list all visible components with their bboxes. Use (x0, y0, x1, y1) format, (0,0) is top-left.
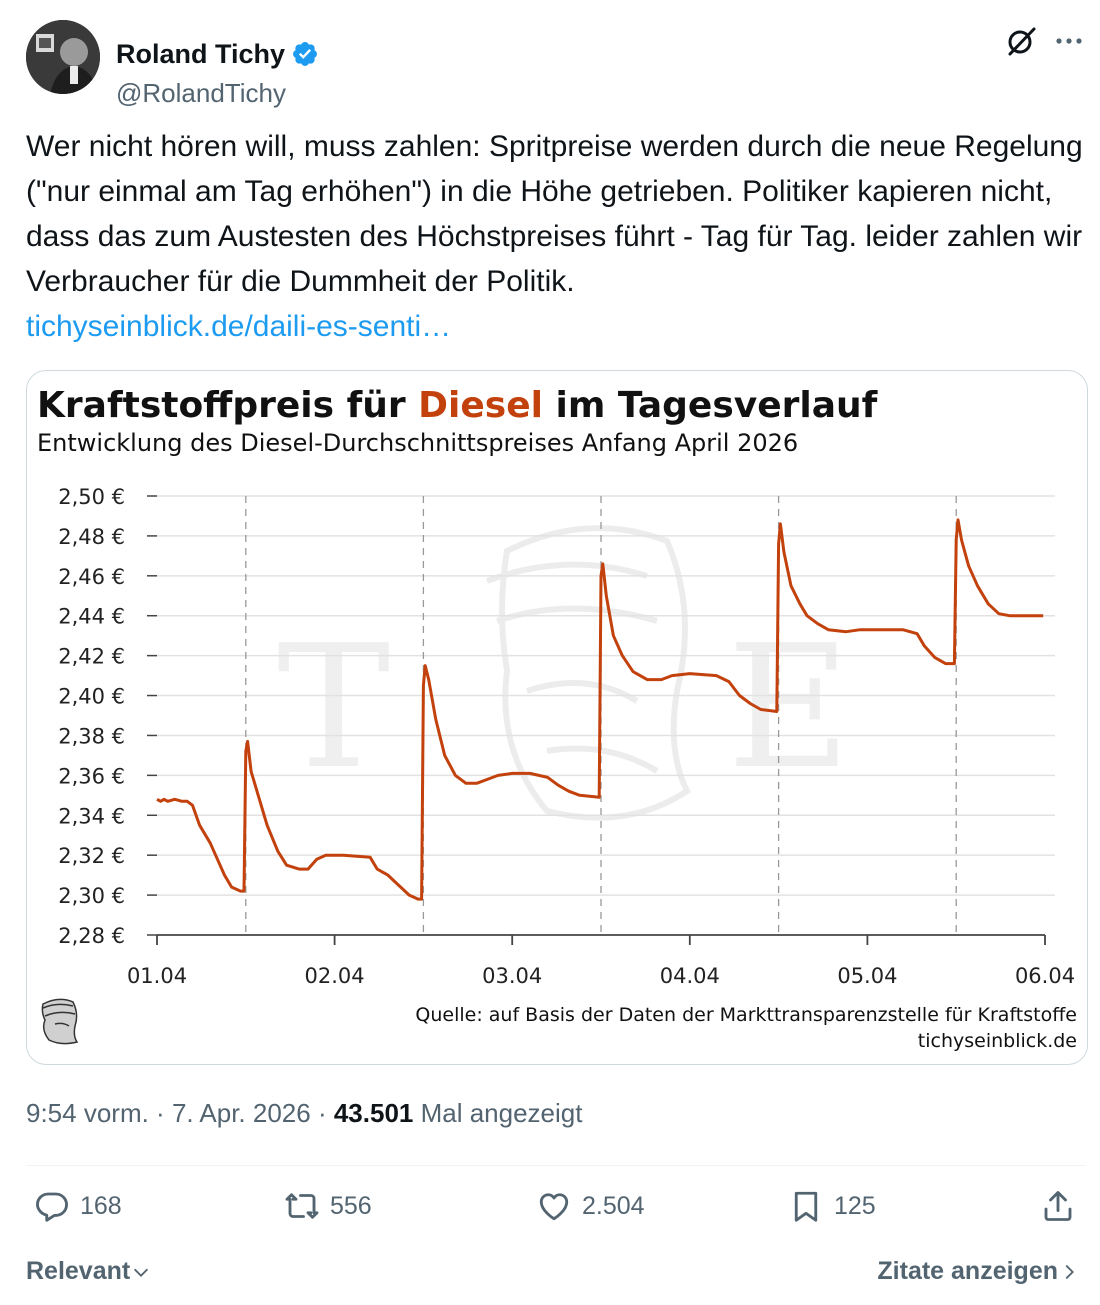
share-icon (1044, 1191, 1072, 1221)
bookmark-button[interactable]: 125 (788, 1188, 876, 1224)
tweet-body: Wer nicht hören will, muss zahlen: Sprit… (26, 130, 1083, 298)
like-count: 2.504 (582, 1191, 645, 1220)
meta-separator: · (148, 1098, 172, 1128)
x-tick-label: 02.04 (305, 964, 365, 988)
tweet-date[interactable]: 7. Apr. 2026 (171, 1098, 311, 1128)
x-tick-label: 01.04 (127, 964, 187, 988)
y-tick-label: 2,44 € (58, 605, 125, 629)
grok-icon[interactable] (1004, 24, 1038, 58)
chart-subtitle: Entwicklung des Diesel-Durchschnittsprei… (37, 429, 798, 457)
repost-icon (285, 1193, 319, 1219)
display-name[interactable]: Roland Tichy (116, 38, 286, 69)
chevron-down-icon (134, 1268, 149, 1277)
repost-button[interactable]: 556 (284, 1188, 372, 1224)
sort-label: Relevant (26, 1257, 131, 1285)
tweet-meta: 9:54 vorm. · 7. Apr. 2026 · 43.501 Mal a… (26, 1100, 582, 1126)
diesel-price-chart: T E Kraftstoffpreis für Diesel im Tagesv… (37, 385, 1077, 1052)
chart-source-domain: tichyseinblick.de (918, 1030, 1077, 1052)
chevron-right-icon (1065, 1264, 1074, 1279)
x-tick-label: 03.04 (482, 964, 542, 988)
action-bar: 168 556 2.504 125 (26, 1188, 1086, 1238)
handle[interactable]: @RolandTichy (116, 78, 286, 108)
share-button[interactable] (1040, 1188, 1076, 1224)
views-label: Mal angezeigt (413, 1098, 583, 1128)
divider (26, 1165, 1086, 1166)
tichyseinblick-logo-icon (37, 996, 81, 1045)
y-tick-label: 2,42 € (58, 645, 125, 669)
x-tick-label: 05.04 (837, 964, 897, 988)
name-row: Roland Tichy (116, 40, 319, 68)
tweet-text: Wer nicht hören will, muss zahlen: Sprit… (26, 124, 1086, 349)
bookmark-count: 125 (834, 1191, 876, 1220)
heart-icon (539, 1193, 569, 1221)
watermark-letter-t: T (277, 609, 390, 807)
sort-replies-dropdown[interactable]: Relevant (26, 1257, 152, 1286)
reply-button[interactable]: 168 (34, 1188, 122, 1224)
chart-grid (157, 495, 1055, 896)
y-tick-label: 2,40 € (58, 685, 125, 709)
tweet-link[interactable]: tichyseinblick.de/daili-es-senti… (26, 310, 452, 343)
y-tick-label: 2,36 € (58, 764, 125, 788)
y-tick-label: 2,50 € (58, 485, 125, 509)
chart-title-highlight: Diesel (418, 385, 543, 426)
chart-title-part-1: Kraftstoffpreis für (37, 385, 418, 426)
tweet-time[interactable]: 9:54 vorm. (26, 1098, 149, 1128)
chart-source: Quelle: auf Basis der Daten der Markttra… (415, 1004, 1077, 1026)
reply-icon (36, 1192, 68, 1222)
view-count: 43.501 (333, 1098, 414, 1128)
y-tick-label: 2,38 € (58, 724, 125, 748)
chart-title: Kraftstoffpreis für Diesel im Tagesverla… (37, 385, 878, 426)
avatar[interactable] (26, 20, 100, 94)
verified-badge-icon (293, 42, 317, 66)
bookmark-icon (794, 1191, 818, 1222)
y-tick-label: 2,46 € (58, 565, 125, 589)
more-options-icon[interactable] (1052, 24, 1086, 58)
watermark-letter-e: E (727, 609, 851, 807)
meta-separator: · (310, 1098, 334, 1128)
x-tick-label: 06.04 (1015, 964, 1075, 988)
chart-series-line (156, 518, 1044, 901)
y-tick-label: 2,32 € (58, 844, 125, 868)
view-quotes-link[interactable]: Zitate anzeigen (877, 1257, 1080, 1286)
quotes-label: Zitate anzeigen (877, 1257, 1058, 1285)
y-tick-label: 2,48 € (58, 525, 125, 549)
reply-count: 168 (80, 1191, 122, 1220)
y-tick-label: 2,30 € (58, 884, 125, 908)
y-tick-label: 2,28 € (58, 924, 125, 948)
watermark: T E (277, 525, 851, 821)
tweet-header: Roland Tichy @RolandTichy (26, 20, 1086, 106)
chart-title-part-3: im Tagesverlauf (543, 385, 878, 426)
repost-count: 556 (330, 1191, 372, 1220)
chart-x-ticks: 01.04 02.04 03.04 04.04 05.04 06.04 (127, 935, 1075, 988)
y-tick-label: 2,34 € (58, 804, 125, 828)
x-tick-label: 04.04 (660, 964, 720, 988)
chart-y-ticks: 2,50 € 2,48 € 2,46 € 2,44 € 2,42 € 2,40 € 2,38… (58, 485, 157, 948)
like-button[interactable]: 2.504 (536, 1188, 645, 1224)
chart-image-card[interactable]: T E Kraftstoffpreis für Diesel im Tagesv… (26, 370, 1088, 1065)
